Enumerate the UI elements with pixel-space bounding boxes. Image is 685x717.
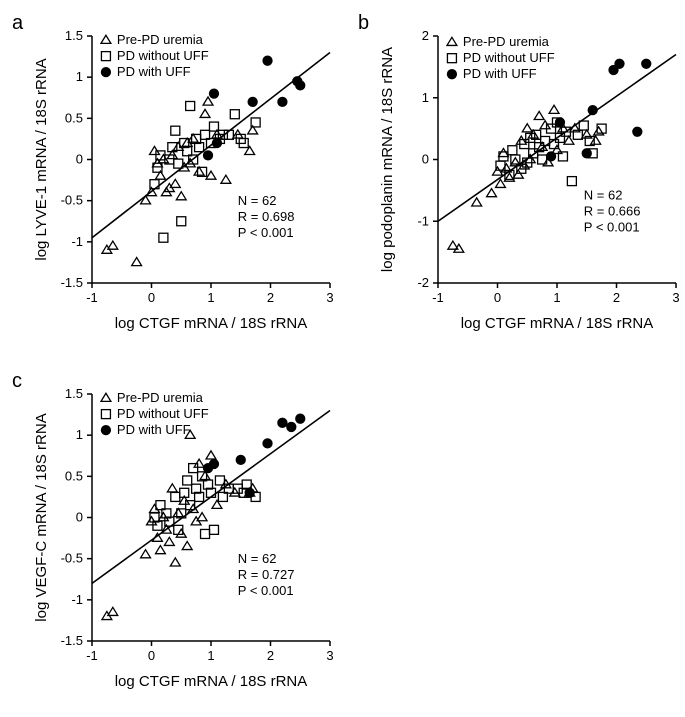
stats-text: N = 62: [238, 193, 277, 208]
svg-text:-2: -2: [417, 275, 429, 290]
stats-text: N = 62: [584, 188, 623, 203]
svg-text:1: 1: [553, 290, 560, 305]
stats-text: P < 0.001: [584, 220, 640, 235]
x-axis-label: log CTGF mRNA / 18S rRNA: [115, 673, 308, 690]
legend-label: Pre-PD uremia: [463, 34, 550, 49]
scatter-plot-c: -10123-1.5-1-0.500.511.5log CTGF mRNA / …: [30, 376, 340, 696]
svg-text:1: 1: [76, 427, 83, 442]
stats-text: P < 0.001: [238, 583, 294, 598]
svg-text:1: 1: [422, 90, 429, 105]
svg-text:1: 1: [76, 69, 83, 84]
svg-text:3: 3: [326, 648, 333, 663]
x-axis-label: log CTGF mRNA / 18S rRNA: [115, 315, 308, 332]
stats-text: R = 0.666: [584, 204, 641, 219]
y-axis-label: log VEGF-C mRNA / 18S rRNA: [33, 413, 50, 621]
legend-label: PD with UFF: [117, 64, 191, 79]
svg-text:-1: -1: [86, 290, 98, 305]
legend-label: PD without UFF: [117, 406, 209, 421]
stats-text: R = 0.727: [238, 567, 295, 582]
svg-text:0: 0: [148, 290, 155, 305]
svg-text:-1: -1: [71, 234, 83, 249]
y-axis-label: log LYVE-1 mRNA / 18S rRNA: [33, 58, 50, 260]
svg-text:-1: -1: [86, 648, 98, 663]
scatter-plot-a: -10123-1.5-1-0.500.511.5log CTGF mRNA / …: [30, 18, 340, 338]
panel-label-c: c: [12, 370, 22, 393]
legend-label: PD with UFF: [117, 422, 191, 437]
svg-text:0.5: 0.5: [65, 468, 83, 483]
svg-text:-1: -1: [71, 592, 83, 607]
svg-text:2: 2: [422, 28, 429, 43]
svg-text:1.5: 1.5: [65, 386, 83, 401]
svg-text:3: 3: [326, 290, 333, 305]
legend-label: Pre-PD uremia: [117, 390, 204, 405]
svg-text:0.5: 0.5: [65, 110, 83, 125]
legend-label: PD without UFF: [463, 50, 555, 65]
stats-text: R = 0.698: [238, 209, 295, 224]
svg-text:0: 0: [148, 648, 155, 663]
x-axis-label: log CTGF mRNA / 18S rRNA: [461, 315, 654, 332]
svg-text:0: 0: [76, 510, 83, 525]
svg-text:1: 1: [207, 648, 214, 663]
svg-text:2: 2: [267, 648, 274, 663]
panel-label-a: a: [12, 12, 23, 35]
svg-text:2: 2: [613, 290, 620, 305]
svg-text:-1: -1: [432, 290, 444, 305]
panel-label-b: b: [358, 12, 369, 35]
legend-label: PD without UFF: [117, 48, 209, 63]
svg-text:-1.5: -1.5: [61, 633, 83, 648]
scatter-plot-b: -10123-2-1012log CTGF mRNA / 18S rRNAlog…: [376, 18, 685, 338]
stats-text: N = 62: [238, 551, 277, 566]
svg-text:-1.5: -1.5: [61, 275, 83, 290]
svg-text:0: 0: [494, 290, 501, 305]
svg-text:-0.5: -0.5: [61, 193, 83, 208]
svg-text:-1: -1: [417, 213, 429, 228]
svg-text:1.5: 1.5: [65, 28, 83, 43]
svg-text:0: 0: [422, 152, 429, 167]
legend-label: Pre-PD uremia: [117, 32, 204, 47]
svg-text:-0.5: -0.5: [61, 551, 83, 566]
figure: a-10123-1.5-1-0.500.511.5log CTGF mRNA /…: [10, 10, 685, 707]
legend-label: PD with UFF: [463, 66, 537, 81]
svg-text:1: 1: [207, 290, 214, 305]
svg-text:3: 3: [672, 290, 679, 305]
stats-text: P < 0.001: [238, 225, 294, 240]
svg-text:2: 2: [267, 290, 274, 305]
svg-text:0: 0: [76, 152, 83, 167]
y-axis-label: log podoplanin mRNA / 18S rRNA: [379, 47, 396, 272]
